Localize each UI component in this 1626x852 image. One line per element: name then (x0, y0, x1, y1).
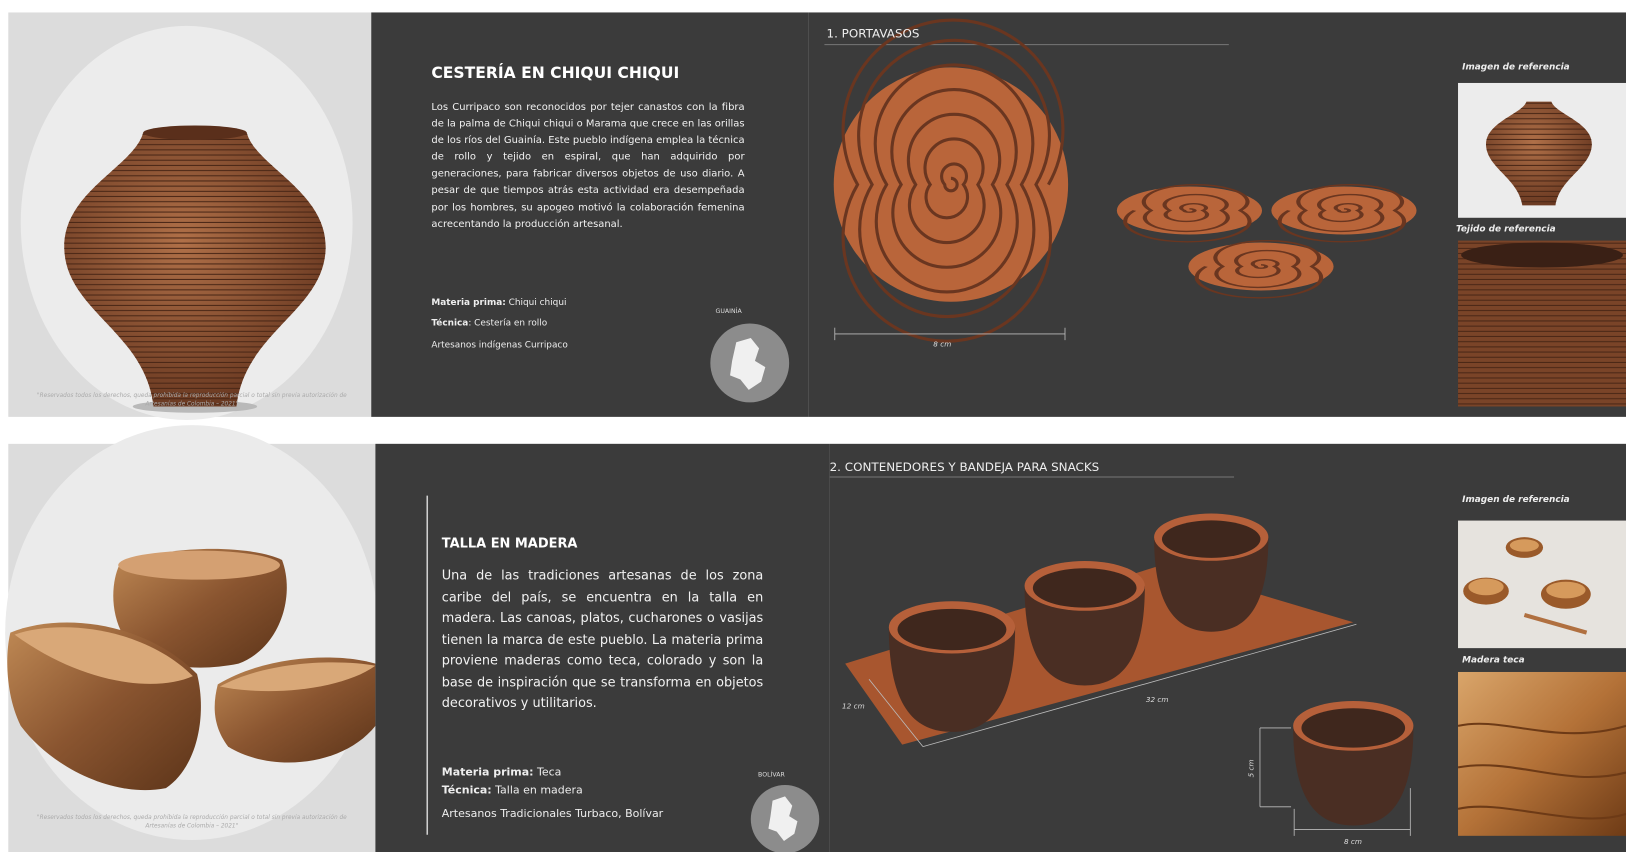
map-icon (751, 785, 819, 852)
section-title: 2. CONTENEDORES Y BANDEJA PARA SNACKS (830, 459, 1100, 474)
photo-caption: "Reservados todos los derechos, queda pr… (26, 392, 358, 409)
description: Una de las tradiciones artesanas de los … (442, 565, 763, 714)
dimension: 5 cm (1247, 759, 1255, 777)
material: Materia prima: Chiqui chiqui (431, 298, 566, 308)
map-icon (710, 324, 789, 403)
value: Chiqui chiqui (509, 298, 567, 308)
reference-label: Tejido de referencia (1456, 224, 1556, 234)
teca-image (1458, 672, 1626, 836)
technique: Técnica: Cestería en rollo (431, 318, 547, 328)
reference-label: Madera teca (1462, 655, 1524, 665)
reference-image (1458, 521, 1626, 649)
title: TALLA EN MADERA (442, 535, 578, 551)
reference-label: Imagen de referencia (1462, 62, 1570, 72)
region: BOLÍVAR (758, 772, 785, 779)
photo-caption: "Reservados todos los derechos, queda pr… (26, 814, 358, 831)
weave-image (1458, 241, 1626, 407)
value: Teca (537, 766, 561, 778)
technique: Técnica: Talla en madera (442, 784, 583, 796)
material: Materia prima: Teca (442, 766, 562, 778)
dimension: 8 cm (1344, 838, 1362, 846)
artisans: Artesanos indígenas Curripaco (431, 340, 567, 350)
dimension: 8 cm (933, 340, 951, 348)
label: Materia prima: (431, 298, 505, 308)
dimension: 12 cm (842, 702, 865, 710)
region: GUAINÍA (716, 308, 742, 315)
section-title: 1. PORTAVASOS (826, 26, 919, 41)
artwork (0, 0, 1626, 852)
value: : Cestería en rollo (468, 318, 547, 328)
dimension: 32 cm (1146, 696, 1169, 704)
reference-image (1458, 83, 1626, 218)
label: Técnica: (442, 784, 492, 796)
artisans: Artesanos Tradicionales Turbaco, Bolívar (442, 808, 663, 820)
label: Técnica (431, 318, 468, 328)
title: CESTERÍA EN CHIQUI CHIQUI (431, 63, 679, 82)
slides: "Reservados todos los derechos, queda pr… (0, 0, 1626, 852)
label: Materia prima: (442, 766, 534, 778)
description: Los Curripaco son reconocidos por tejer … (431, 100, 744, 234)
reference-label: Imagen de referencia (1462, 495, 1570, 505)
value: Talla en madera (495, 784, 583, 796)
